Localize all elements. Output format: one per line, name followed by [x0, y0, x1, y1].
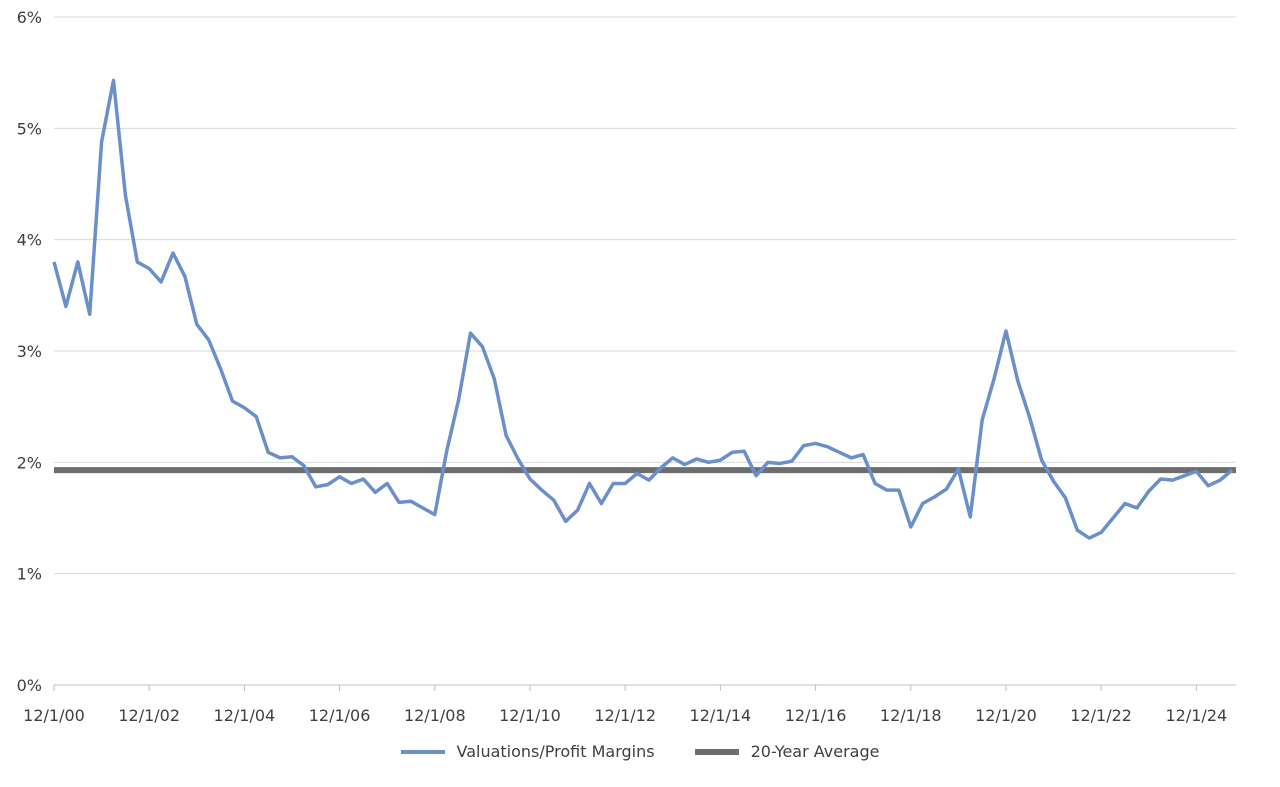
x-tick-label: 12/1/06	[309, 706, 371, 725]
x-tick-label: 12/1/14	[690, 706, 752, 725]
series-layer	[52, 78, 1236, 540]
x-tick-label: 12/1/10	[499, 706, 561, 725]
legend: Valuations/Profit Margins 20-Year Averag…	[0, 742, 1280, 761]
series-line-valuations	[52, 78, 1234, 540]
grid-layer	[54, 16, 1236, 575]
y-tick-label: 6%	[17, 8, 42, 27]
y-tick-label: 3%	[17, 342, 42, 361]
x-tick-label: 12/1/00	[23, 706, 85, 725]
legend-label-series-2: 20-Year Average	[750, 742, 880, 761]
x-tick-label: 12/1/22	[1070, 706, 1132, 725]
x-tick-label: 12/1/12	[594, 706, 656, 725]
x-tick-label: 12/1/20	[975, 706, 1037, 725]
legend-swatch-series-2	[694, 748, 739, 755]
axis-layer: 0% 1% 2% 3% 4% 5% 6% 12/1/00 12/1/02 12/1/04 12/1/…	[17, 8, 1236, 725]
line-chart: 0% 1% 2% 3% 4% 5% 6% 12/1/00 12/1/02 12/1/04 12/1/…	[17, 8, 1236, 725]
y-tick-label: 2%	[17, 453, 42, 472]
y-tick-label: 5%	[17, 119, 42, 138]
legend-label-series-1: Valuations/Profit Margins	[456, 742, 655, 761]
y-tick-label: 4%	[17, 231, 42, 250]
y-tick-label: 1%	[17, 565, 42, 584]
x-tick-label: 12/1/04	[214, 706, 276, 725]
x-tick-label: 12/1/16	[785, 706, 847, 725]
y-tick-label: 0%	[17, 676, 42, 695]
legend-item-series-2: 20-Year Average	[694, 742, 880, 761]
x-tick-label: 12/1/18	[880, 706, 942, 725]
legend-swatch-series-1	[400, 749, 445, 754]
x-tick-label: 12/1/02	[118, 706, 180, 725]
legend-item-series-1: Valuations/Profit Margins	[400, 742, 655, 761]
x-tick-label: 12/1/24	[1166, 706, 1228, 725]
x-tick-label: 12/1/08	[404, 706, 466, 725]
